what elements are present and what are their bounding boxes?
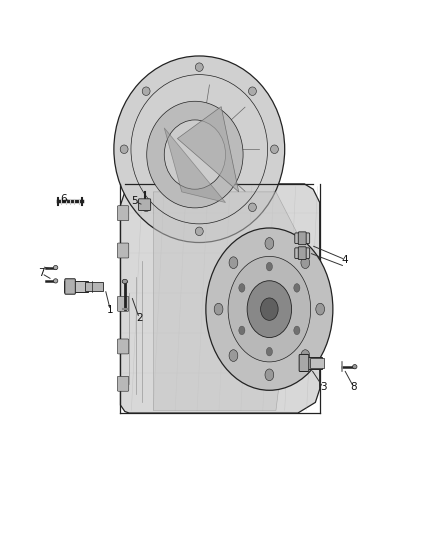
Ellipse shape xyxy=(301,350,310,361)
FancyBboxPatch shape xyxy=(295,233,310,244)
Polygon shape xyxy=(164,128,226,203)
Ellipse shape xyxy=(142,203,150,212)
Ellipse shape xyxy=(266,348,272,356)
Ellipse shape xyxy=(120,145,128,154)
Ellipse shape xyxy=(53,279,58,283)
Text: 6: 6 xyxy=(60,194,67,204)
FancyBboxPatch shape xyxy=(117,206,129,221)
FancyBboxPatch shape xyxy=(295,248,310,259)
Text: 5: 5 xyxy=(131,197,138,206)
Ellipse shape xyxy=(261,298,278,320)
FancyBboxPatch shape xyxy=(117,376,129,391)
Polygon shape xyxy=(177,107,239,192)
Text: 3: 3 xyxy=(320,383,327,392)
FancyBboxPatch shape xyxy=(310,358,324,368)
Ellipse shape xyxy=(247,281,292,337)
FancyBboxPatch shape xyxy=(117,339,129,354)
Ellipse shape xyxy=(239,326,245,335)
Ellipse shape xyxy=(266,262,272,271)
Ellipse shape xyxy=(265,369,274,381)
Ellipse shape xyxy=(164,120,226,189)
Ellipse shape xyxy=(229,350,238,361)
Ellipse shape xyxy=(265,238,274,249)
Ellipse shape xyxy=(248,203,256,212)
Text: 7: 7 xyxy=(38,269,45,278)
Ellipse shape xyxy=(229,257,238,269)
Ellipse shape xyxy=(114,56,285,243)
FancyBboxPatch shape xyxy=(85,282,103,291)
Ellipse shape xyxy=(206,228,333,390)
Ellipse shape xyxy=(316,303,325,315)
Text: 4: 4 xyxy=(342,255,349,264)
Ellipse shape xyxy=(195,227,203,236)
Polygon shape xyxy=(153,192,298,410)
Ellipse shape xyxy=(228,256,311,362)
FancyBboxPatch shape xyxy=(117,243,129,258)
Ellipse shape xyxy=(353,365,357,369)
FancyBboxPatch shape xyxy=(117,296,129,311)
Ellipse shape xyxy=(248,87,256,95)
FancyBboxPatch shape xyxy=(138,199,151,211)
FancyBboxPatch shape xyxy=(64,281,88,292)
Ellipse shape xyxy=(239,284,245,292)
Ellipse shape xyxy=(147,101,243,208)
Text: 2: 2 xyxy=(136,313,143,323)
Ellipse shape xyxy=(294,326,300,335)
FancyBboxPatch shape xyxy=(65,279,75,294)
Polygon shape xyxy=(120,184,320,413)
FancyBboxPatch shape xyxy=(298,232,306,245)
Ellipse shape xyxy=(294,284,300,292)
Ellipse shape xyxy=(271,145,279,154)
Ellipse shape xyxy=(122,279,127,284)
Ellipse shape xyxy=(214,303,223,315)
FancyBboxPatch shape xyxy=(298,247,306,260)
Text: 1: 1 xyxy=(107,305,114,315)
Ellipse shape xyxy=(53,265,58,270)
Ellipse shape xyxy=(142,87,150,95)
FancyBboxPatch shape xyxy=(299,354,309,372)
Text: 8: 8 xyxy=(350,383,357,392)
FancyBboxPatch shape xyxy=(300,357,322,369)
Ellipse shape xyxy=(195,63,203,71)
Ellipse shape xyxy=(301,257,310,269)
